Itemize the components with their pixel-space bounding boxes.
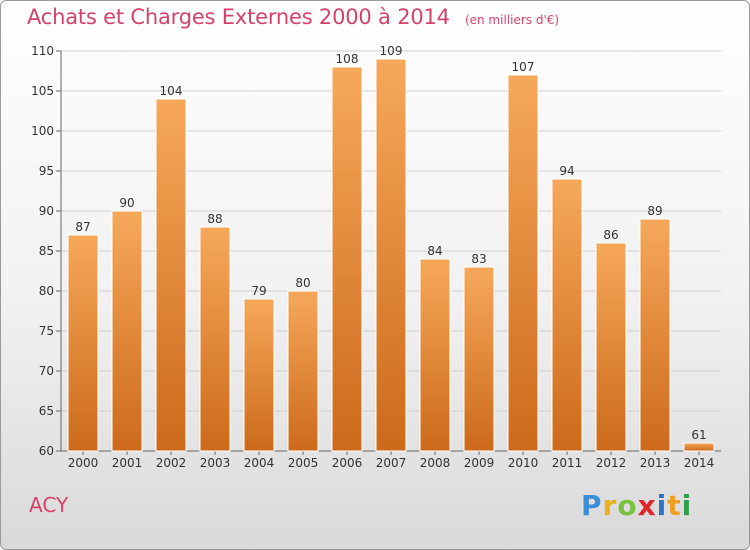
bar-2009 (463, 266, 495, 452)
y-tick-label: 110 (31, 44, 54, 58)
data-label-2000: 87 (75, 220, 90, 234)
bar-2014 (683, 442, 715, 452)
data-label-2008: 84 (427, 244, 442, 258)
chart-unit: (en milliers d'€) (464, 13, 560, 27)
logo-letter: P (581, 489, 603, 522)
x-tick-label-2013: 2013 (640, 456, 671, 470)
x-tick-label-2010: 2010 (508, 456, 539, 470)
bar-2002 (155, 98, 187, 452)
logo-letter: t (667, 489, 682, 522)
y-tick-label: 85 (39, 244, 54, 258)
x-tick-label-2006: 2006 (332, 456, 363, 470)
data-label-2012: 86 (603, 228, 618, 242)
x-tick-label-2004: 2004 (244, 456, 275, 470)
bar-2011 (551, 178, 583, 452)
x-tick-label-2009: 2009 (464, 456, 495, 470)
data-label-2014: 61 (691, 428, 706, 442)
data-label-2009: 83 (471, 252, 486, 266)
x-tick-label-2011: 2011 (552, 456, 583, 470)
y-tick-label: 75 (39, 324, 54, 338)
y-tick-label: 80 (39, 284, 54, 298)
x-tick-label-2002: 2002 (156, 456, 187, 470)
x-tick-label-2001: 2001 (112, 456, 143, 470)
logo-letter: o (617, 489, 638, 522)
y-tick-label: 70 (39, 364, 54, 378)
label-layer: 87 90 104 88 79 80 108 109 84 83 107 94 86 89 61 (75, 44, 706, 442)
data-label-2011: 94 (559, 164, 574, 178)
y-tick-label: 105 (31, 84, 54, 98)
data-label-2010: 107 (512, 60, 535, 74)
bar-2005 (287, 290, 319, 452)
logo-letter: i (656, 489, 668, 522)
x-tick-label-2014: 2014 (684, 456, 715, 470)
bar-2012 (595, 242, 627, 452)
data-label-2005: 80 (295, 276, 310, 290)
bar-layer (67, 58, 715, 452)
data-label-2006: 108 (336, 52, 359, 66)
x-tick-label-2005: 2005 (288, 456, 319, 470)
data-label-2003: 88 (207, 212, 222, 226)
x-tick-label-2012: 2012 (596, 456, 627, 470)
bar-2004 (243, 298, 275, 452)
x-tick-label-2000: 2000 (68, 456, 99, 470)
data-label-2004: 79 (251, 284, 266, 298)
bar-2001 (111, 210, 143, 452)
bar-2013 (639, 218, 671, 452)
commune-name: ACY (29, 493, 69, 517)
data-label-2001: 90 (119, 196, 134, 210)
proxiti-logo: Proxiti (581, 489, 692, 522)
y-tick-label: 90 (39, 204, 54, 218)
chart-header: Achats et Charges Externes 2000 à 2014 (… (27, 5, 559, 29)
bar-2007 (375, 58, 407, 452)
data-label-2002: 104 (160, 84, 183, 98)
chart-title: Achats et Charges Externes 2000 à 2014 (27, 5, 450, 29)
bar-2010 (507, 74, 539, 452)
x-tick-label-2008: 2008 (420, 456, 451, 470)
y-tick-label: 100 (31, 124, 54, 138)
logo-letter: i (681, 489, 693, 522)
x-tick-label-2007: 2007 (376, 456, 407, 470)
y-tick-label: 65 (39, 404, 54, 418)
logo-letter: r (602, 489, 618, 522)
bar-2008 (419, 258, 451, 452)
bar-2003 (199, 226, 231, 452)
data-label-2007: 109 (380, 44, 403, 58)
logo-letter: x (637, 489, 657, 522)
y-tick-label: 60 (39, 444, 54, 458)
x-tick-label-2003: 2003 (200, 456, 231, 470)
bar-2000 (67, 234, 99, 452)
y-tick-label: 95 (39, 164, 54, 178)
bar-2006 (331, 66, 363, 452)
data-label-2013: 89 (647, 204, 662, 218)
